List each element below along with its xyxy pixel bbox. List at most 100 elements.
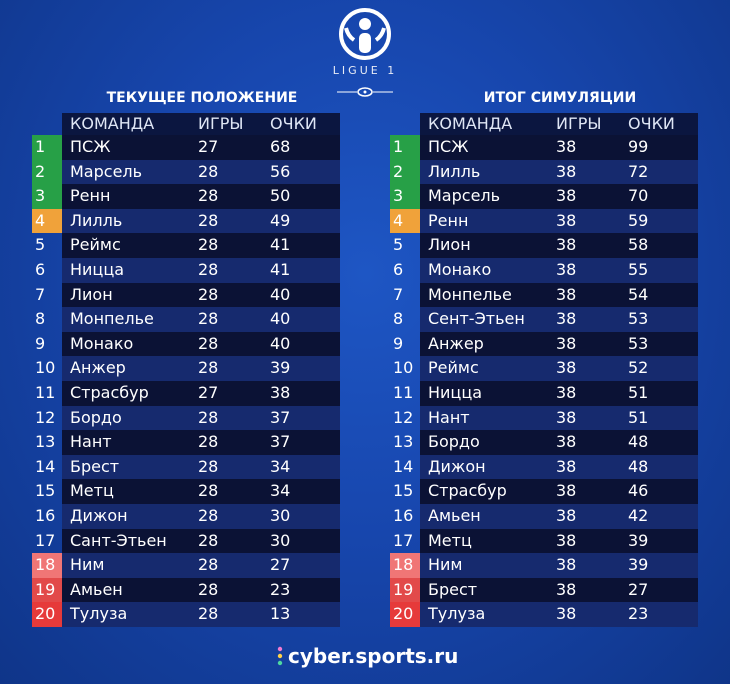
position-cell: 13: [35, 432, 56, 452]
games-cell: 28: [198, 456, 219, 476]
team-cell: Монако: [70, 333, 134, 353]
games-cell: 38: [556, 333, 577, 353]
row-content: Тулуза 38 23: [420, 602, 698, 627]
team-cell: Ницца: [70, 259, 125, 279]
position-cell: 11: [35, 382, 56, 402]
table-row: 6 Монако 38 55: [390, 257, 698, 283]
points-cell: 49: [270, 210, 291, 230]
games-cell: 28: [198, 432, 219, 452]
column-header-games: ИГРЫ: [198, 114, 244, 133]
simulation-result-title: ИТОГ СИМУЛЯЦИИ: [483, 90, 637, 106]
table-row: 15 Метц 28 34: [32, 479, 340, 504]
team-cell: Ним: [428, 555, 463, 575]
table-row: 15 Страсбур 38 46: [390, 479, 698, 504]
games-cell: 38: [556, 530, 577, 550]
table-body: 1 ПСЖ 27 68 2 Марсель 28 56 3 Ренн 28 50 4 Лилль 28 49 5…: [32, 135, 340, 627]
position-cell: 14: [393, 456, 414, 476]
row-content: Метц 28 34: [62, 479, 340, 504]
games-cell: 28: [198, 284, 219, 304]
position-cell: 14: [35, 456, 56, 476]
row-content: Ницца 28 41: [62, 257, 340, 283]
games-cell: 27: [198, 137, 219, 156]
position-cell: 8: [35, 309, 46, 329]
games-cell: 28: [198, 161, 219, 181]
team-cell: Ренн: [70, 186, 111, 206]
table-row: 8 Монпелье 28 40: [32, 307, 340, 332]
current-standings-title: ТЕКУЩЕЕ ПОЛОЖЕНИЕ: [106, 90, 298, 106]
games-cell: 28: [198, 259, 219, 279]
row-content: Монако 28 40: [62, 331, 340, 357]
position-cell: 5: [35, 235, 46, 255]
points-cell: 37: [270, 432, 291, 452]
points-cell: 59: [628, 210, 649, 230]
position-cell: 19: [32, 577, 62, 603]
points-cell: 34: [270, 456, 291, 476]
row-content: Метц 38 39: [420, 528, 698, 554]
row-content: ПСЖ 38 99: [420, 135, 698, 160]
games-cell: 38: [556, 555, 577, 575]
team-cell: Тулуза: [70, 604, 128, 624]
points-cell: 52: [628, 358, 649, 378]
position-cell: 5: [393, 235, 404, 255]
table-row: 9 Монако 28 40: [32, 331, 340, 357]
points-cell: 55: [628, 259, 649, 279]
table-row: 12 Бордо 28 37: [32, 405, 340, 431]
ligue1-emblem-icon: [339, 8, 391, 60]
team-cell: Дижон: [428, 456, 486, 476]
games-cell: 28: [198, 210, 219, 230]
points-cell: 38: [270, 382, 291, 402]
table-row: 4 Ренн 38 59: [390, 208, 698, 234]
games-cell: 38: [556, 210, 577, 230]
row-content: Амьен 28 23: [62, 577, 340, 603]
row-content: Анжер 28 39: [62, 356, 340, 381]
table-row: 14 Брест 28 34: [32, 454, 340, 480]
points-cell: 27: [628, 579, 649, 599]
position-cell: 20: [390, 602, 420, 627]
row-content: Марсель 28 56: [62, 159, 340, 185]
position-cell: 12: [35, 407, 56, 427]
team-cell: Бордо: [70, 407, 122, 427]
position-cell: 15: [35, 481, 56, 501]
team-cell: Анжер: [428, 333, 484, 353]
team-cell: Монпелье: [70, 309, 154, 329]
team-cell: Марсель: [70, 161, 143, 181]
points-cell: 37: [270, 407, 291, 427]
row-content: Монпелье 28 40: [62, 307, 340, 332]
row-content: Ренн 28 50: [62, 184, 340, 209]
games-cell: 28: [198, 530, 219, 550]
row-content: Лилль 38 72: [420, 159, 698, 185]
games-cell: 28: [198, 333, 219, 353]
position-cell: 2: [390, 159, 420, 185]
team-cell: Анжер: [70, 358, 126, 378]
table-row: 11 Ницца 38 51: [390, 380, 698, 406]
points-cell: 42: [628, 505, 649, 525]
team-cell: Бордо: [428, 432, 480, 452]
points-cell: 48: [628, 456, 649, 476]
team-cell: Амьен: [428, 505, 481, 525]
ligue1-logo: LIGUE 1: [322, 6, 408, 98]
points-cell: 40: [270, 284, 291, 304]
team-cell: Ним: [70, 555, 105, 575]
games-cell: 28: [198, 309, 219, 329]
table-row: 6 Ницца 28 41: [32, 257, 340, 283]
row-content: Дижон 38 48: [420, 454, 698, 480]
current-standings-table: КОМАНДА ИГРЫ ОЧКИ 1 ПСЖ 27 68 2 Марсель 28 56 3 Ренн…: [32, 113, 340, 627]
position-cell: 20: [32, 602, 62, 627]
points-cell: 39: [270, 358, 291, 378]
row-content: Страсбур 38 46: [420, 479, 698, 504]
points-cell: 46: [628, 481, 649, 501]
table-row: 5 Лион 38 58: [390, 233, 698, 258]
team-cell: Амьен: [70, 579, 123, 599]
row-content: Сант-Этьен 28 30: [62, 528, 340, 554]
table-row: 20 Тулуза 28 13: [32, 602, 340, 627]
table-row: 18 Ним 38 39: [390, 553, 698, 578]
row-content: Реймс 38 52: [420, 356, 698, 381]
table-row: 1 ПСЖ 38 99: [390, 135, 698, 160]
row-content: Брест 38 27: [420, 577, 698, 603]
table-row: 7 Монпелье 38 54: [390, 282, 698, 308]
points-cell: 39: [628, 530, 649, 550]
points-cell: 23: [270, 579, 291, 599]
position-cell: 1: [32, 135, 62, 160]
row-content: Анжер 38 53: [420, 331, 698, 357]
team-cell: Метц: [428, 530, 472, 550]
